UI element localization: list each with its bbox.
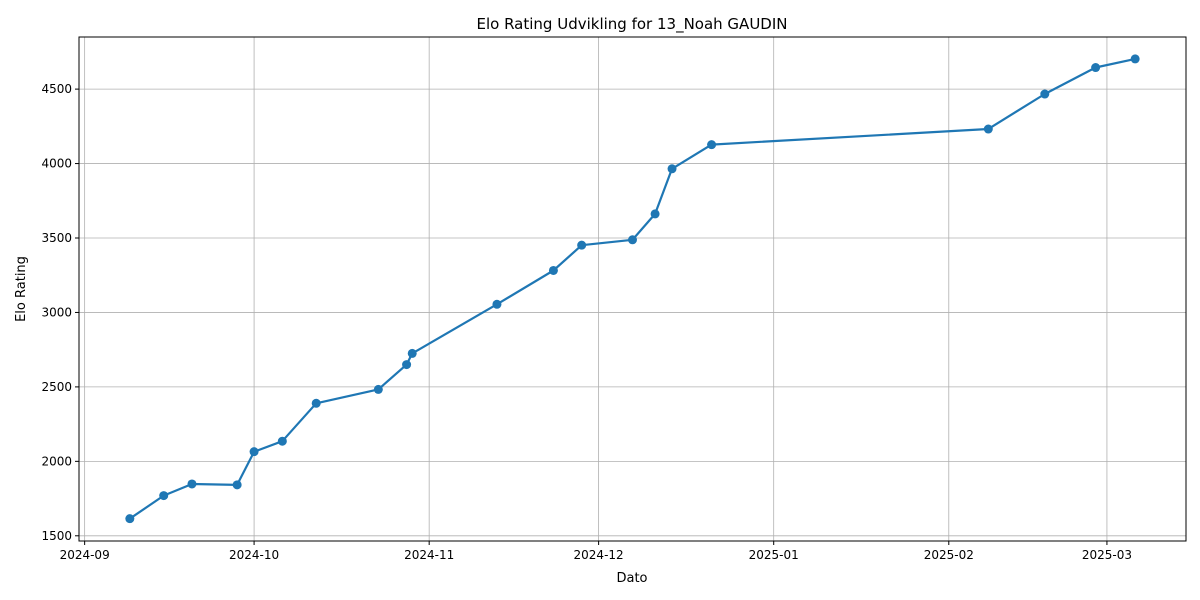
data-point <box>650 209 660 219</box>
x-tick-label: 2024-10 <box>229 548 279 562</box>
x-tick-label: 2024-09 <box>60 548 110 562</box>
data-point <box>249 447 259 457</box>
y-tick-label: 3000 <box>41 305 72 319</box>
data-point <box>125 514 135 524</box>
data-point <box>577 240 587 250</box>
data-point <box>407 348 417 358</box>
y-tick-label: 1500 <box>41 529 72 543</box>
grid-lines <box>79 37 1186 541</box>
y-tick-label: 2000 <box>41 454 72 468</box>
y-axis-label: Elo Rating <box>14 256 29 322</box>
series-group <box>125 54 1140 524</box>
y-axis-ticks: 1500 2000 2500 3000 3500 4000 4500 <box>41 82 79 543</box>
plot-area-frame <box>78 36 1187 542</box>
y-tick-label: 4500 <box>41 82 72 96</box>
y-tick-label: 2500 <box>41 380 72 394</box>
data-point <box>159 491 169 501</box>
x-axis-label: Dato <box>616 571 647 586</box>
x-tick-label: 2025-03 <box>1082 548 1132 562</box>
data-point <box>548 265 558 275</box>
data-point <box>628 235 637 245</box>
data-point <box>983 124 993 134</box>
x-tick-label: 2025-02 <box>924 548 974 562</box>
data-point <box>1091 63 1101 73</box>
data-point <box>667 164 677 174</box>
data-point <box>232 480 242 490</box>
y-tick-label: 3500 <box>41 231 72 245</box>
x-tick-label: 2024-11 <box>404 548 454 562</box>
data-point <box>187 479 197 489</box>
chart-title: Elo Rating Udvikling for 13_Noah GAUDIN <box>477 15 788 34</box>
data-point <box>373 384 383 394</box>
x-tick-label: 2024-12 <box>574 548 624 562</box>
data-point <box>311 398 321 408</box>
data-point <box>1130 54 1140 64</box>
data-point <box>492 299 502 309</box>
data-point <box>707 140 717 150</box>
data-point <box>277 436 287 446</box>
y-tick-label: 4000 <box>41 157 72 171</box>
data-point <box>1040 89 1050 99</box>
data-point <box>402 360 412 370</box>
x-tick-label: 2025-01 <box>749 548 799 562</box>
x-axis-ticks: 2024-09 2024-10 2024-11 2024-12 2025-01 2025-… <box>60 541 1132 562</box>
